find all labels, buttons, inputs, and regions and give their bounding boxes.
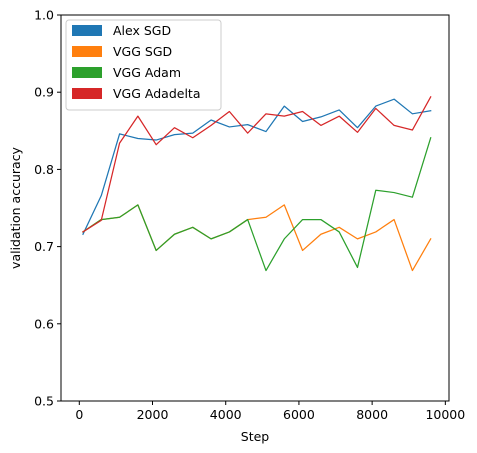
x-tick-label: 0 (75, 407, 83, 422)
legend-swatch (72, 88, 102, 99)
y-axis-label: validation accuracy (8, 146, 23, 269)
y-tick-label: 0.5 (34, 394, 54, 409)
series-layer (83, 97, 431, 271)
legend-label: Alex SGD (113, 23, 171, 38)
x-tick-label: 10000 (425, 407, 465, 422)
y-tick-label: 0.6 (34, 316, 54, 331)
series-line-vgg-adadelta (83, 97, 431, 232)
series-line-vgg-adam (83, 138, 431, 271)
x-axis-label: Step (241, 429, 270, 444)
legend-swatch (72, 67, 102, 78)
legend-label: VGG SGD (113, 44, 172, 59)
legend-swatch (72, 25, 102, 36)
legend-label: VGG Adam (113, 65, 181, 80)
x-axis-ticks: 0 2000 4000 6000 8000 10000 (75, 401, 465, 422)
legend-swatch (72, 46, 102, 57)
y-tick-label: 0.9 (34, 85, 54, 100)
y-tick-label: 0.8 (34, 162, 54, 177)
legend-label: VGG Adadelta (113, 86, 200, 101)
legend: Alex SGD VGG SGD VGG Adam VGG Adadelta (66, 20, 221, 110)
x-tick-label: 8000 (356, 407, 388, 422)
y-axis-ticks: 0.5 0.6 0.7 0.8 0.9 1.0 (34, 8, 61, 409)
x-tick-label: 6000 (283, 407, 315, 422)
x-tick-label: 4000 (210, 407, 242, 422)
series-line-vgg-sgd (83, 205, 431, 271)
y-tick-label: 1.0 (34, 8, 54, 23)
y-tick-label: 0.7 (34, 239, 54, 254)
x-tick-label: 2000 (137, 407, 169, 422)
